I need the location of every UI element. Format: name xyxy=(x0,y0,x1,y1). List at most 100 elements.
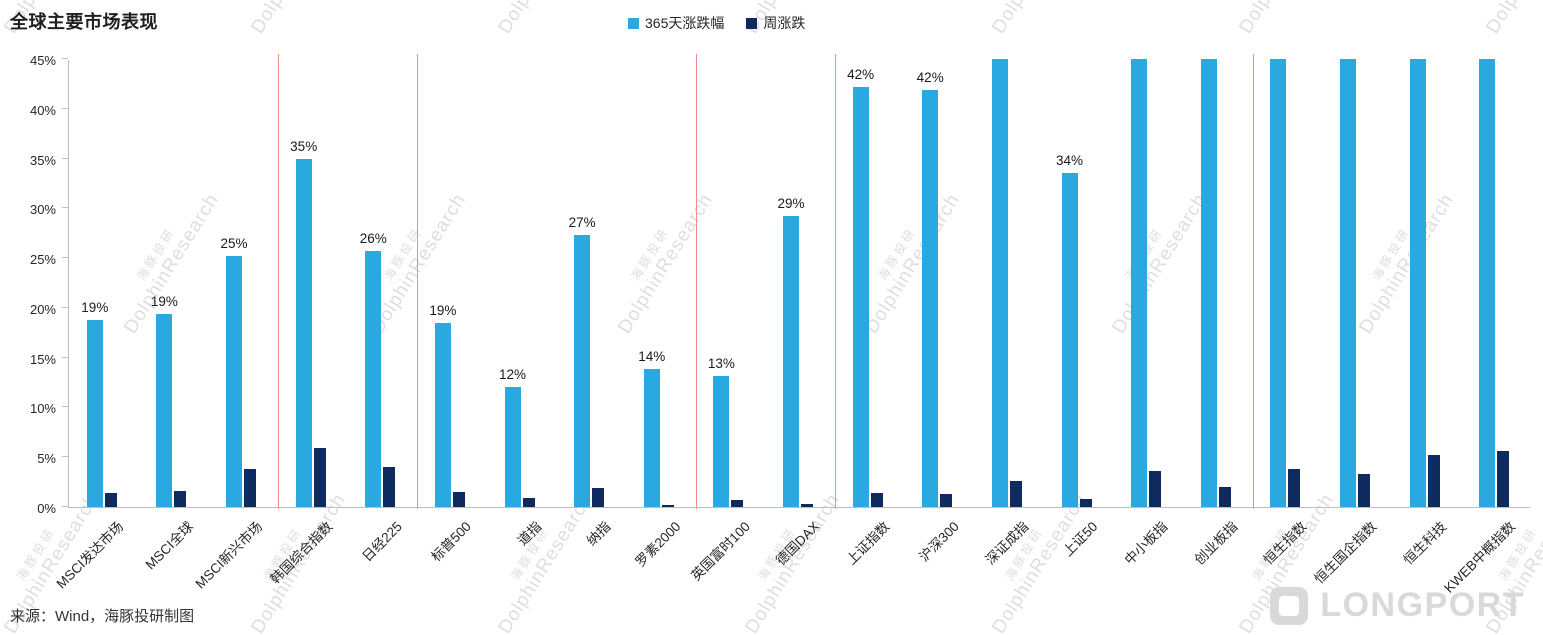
plot-area: 19% 19% 25% 35% 26% 19% 12% 27% 14% 13% 29% 42% 42% 3… xyxy=(62,54,1530,509)
bar-value-label: 35% xyxy=(290,138,318,154)
x-axis-category-label: 上证指数 xyxy=(843,518,893,568)
bar-week-21 xyxy=(1497,451,1510,507)
bar-365d-12 xyxy=(852,86,869,507)
y-axis-tick-mark xyxy=(62,157,68,159)
y-axis-tick-label: 30% xyxy=(29,202,56,218)
bar-365d-8 xyxy=(574,235,591,507)
bar-value-label: 26% xyxy=(359,231,387,247)
y-axis-tick-mark xyxy=(62,456,68,458)
bar-value-label: 19% xyxy=(150,293,178,309)
bar-value-label: 29% xyxy=(777,196,805,212)
bar-365d-5 xyxy=(365,251,382,507)
bar-365d-4 xyxy=(295,158,312,507)
bar-week-20 xyxy=(1427,455,1440,507)
x-axis-category-label: 创业板指 xyxy=(1191,518,1241,568)
bar-week-6 xyxy=(452,492,465,507)
bar-week-8 xyxy=(592,488,605,507)
x-axis-category-label: MSCI全球 xyxy=(142,518,196,573)
bar-value-label: 42% xyxy=(847,66,875,82)
bar-365d-15 xyxy=(1061,172,1078,507)
x-axis-category-label: 上证50 xyxy=(1060,518,1101,560)
y-axis-tick-label: 15% xyxy=(29,351,56,367)
bar-week-2 xyxy=(174,491,187,507)
y-axis-tick-label: 40% xyxy=(29,102,56,118)
y-axis-tick-label: 45% xyxy=(29,53,56,68)
y-axis-tick-mark xyxy=(62,207,68,209)
bar-week-3 xyxy=(244,469,256,507)
bar-365d-18 xyxy=(1270,59,1287,507)
longport-logo: LONGPORT xyxy=(1270,586,1525,625)
y-axis-tick-label: 25% xyxy=(29,252,56,268)
y-axis-tick-mark xyxy=(62,506,68,507)
bar-value-label: 19% xyxy=(81,299,109,315)
y-axis-tick-mark xyxy=(62,257,68,259)
bar-value-label: 14% xyxy=(638,348,666,364)
y-axis-tick-mark xyxy=(62,58,68,59)
x-axis-category-label: 标普500 xyxy=(428,518,475,565)
bar-week-9 xyxy=(661,505,674,507)
bar-week-18 xyxy=(1288,469,1301,507)
group-separator-line xyxy=(834,54,836,509)
x-axis-category-label: 恒生科技 xyxy=(1400,518,1450,568)
x-axis-category-label: MSCI发达市场 xyxy=(53,518,127,592)
x-axis-category-label: 恒生国企指数 xyxy=(1311,518,1380,587)
legend-item-week[interactable]: 周涨跌 xyxy=(746,13,805,33)
bar-week-10 xyxy=(731,500,744,507)
bar-365d-9 xyxy=(643,368,660,507)
y-axis-tick-mark xyxy=(62,356,68,358)
page-title: 全球主要市场表现 xyxy=(10,12,158,32)
bar-value-label: 42% xyxy=(916,69,944,85)
x-axis-category-label: 恒生指数 xyxy=(1260,518,1310,568)
bar-week-11 xyxy=(801,504,813,507)
bar-week-17 xyxy=(1218,487,1231,507)
y-axis-tick-label: 10% xyxy=(29,401,56,417)
x-axis-category-label: 英国富时100 xyxy=(688,518,753,584)
bar-week-15 xyxy=(1079,499,1092,507)
bar-week-7 xyxy=(522,498,535,507)
bar-365d-14 xyxy=(991,59,1008,507)
bar-value-label: 12% xyxy=(498,366,527,382)
legend-swatch-week-icon xyxy=(746,17,758,29)
bar-week-5 xyxy=(383,467,396,507)
x-axis-category-label: 日经225 xyxy=(359,518,405,565)
x-axis-category-label: 纳指 xyxy=(583,518,614,549)
chart-legend: 365天涨跌幅 周涨跌 xyxy=(628,13,805,33)
bar-365d-17 xyxy=(1200,59,1217,507)
group-separator-line xyxy=(417,54,419,509)
bar-365d-20 xyxy=(1409,59,1426,507)
y-axis: 0% 5% 10% 15% 20% 25% 30% 35% 40% 45% xyxy=(0,53,62,516)
x-axis-category-label: 罗素2000 xyxy=(632,518,684,570)
bar-week-16 xyxy=(1149,471,1162,507)
source-note: 来源：Wind，海豚投研制图 xyxy=(10,608,195,625)
y-axis-tick-label: 35% xyxy=(29,152,56,168)
legend-item-365d[interactable]: 365天涨跌幅 xyxy=(628,13,724,33)
y-axis-tick-label: 20% xyxy=(29,301,56,317)
bar-365d-1 xyxy=(86,319,103,507)
group-separator-line xyxy=(277,54,279,509)
y-axis-tick-mark xyxy=(62,306,68,308)
y-axis-tick-label: 5% xyxy=(37,451,56,467)
legend-swatch-365d-icon xyxy=(628,17,639,29)
bar-value-label: 34% xyxy=(1055,152,1084,168)
bar-365d-2 xyxy=(156,313,173,507)
longport-logo-icon xyxy=(1270,586,1309,625)
x-axis-category-label: 深证成指 xyxy=(982,518,1032,568)
bar-week-19 xyxy=(1358,474,1370,507)
bar-week-4 xyxy=(313,448,326,507)
bar-365d-11 xyxy=(783,216,799,507)
bar-value-label: 27% xyxy=(568,215,596,231)
x-axis-category-label: 韩国综合指数 xyxy=(267,518,336,587)
bar-365d-7 xyxy=(504,386,521,507)
bar-value-label: 19% xyxy=(429,302,457,318)
x-axis-category-label: MSCI新兴市场 xyxy=(192,518,266,592)
x-axis-category-label: KWEB中概指数 xyxy=(1441,518,1519,596)
x-axis-category-label: 道指 xyxy=(514,518,544,549)
bar-365d-21 xyxy=(1479,59,1496,507)
y-axis-tick-mark xyxy=(62,406,68,408)
y-axis-tick-mark xyxy=(62,107,68,109)
x-axis-category-label: 沪深300 xyxy=(916,518,962,565)
group-separator-line xyxy=(1252,54,1254,509)
bar-365d-10 xyxy=(713,375,730,507)
